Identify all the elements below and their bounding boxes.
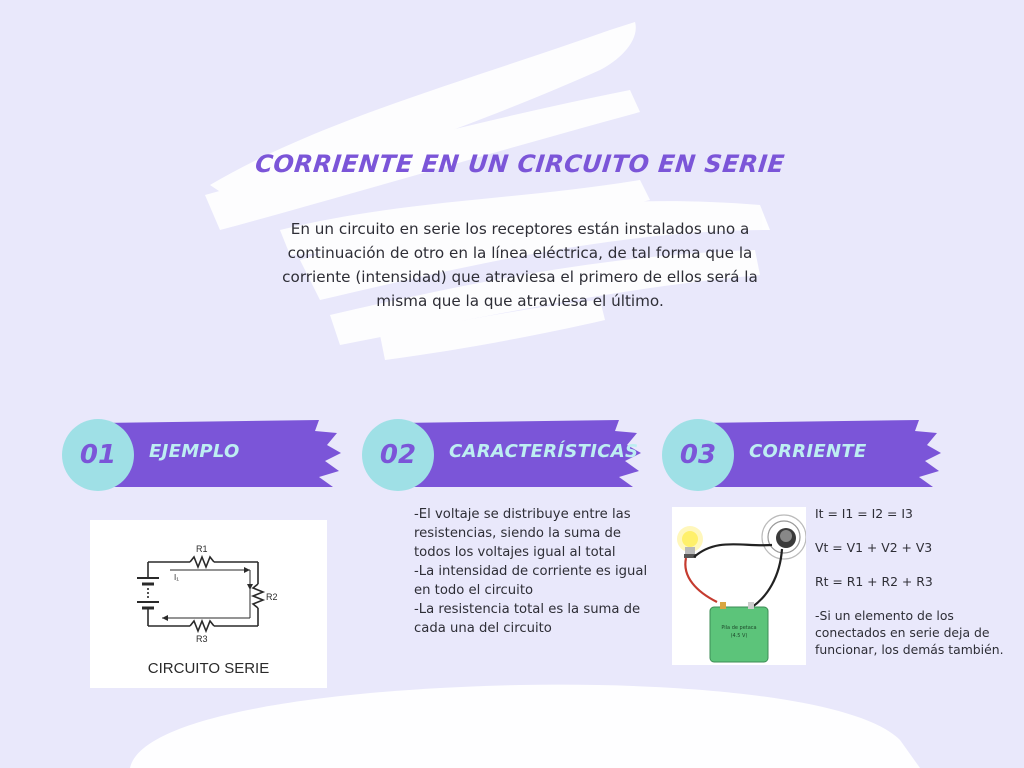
feature-item: -La resistencia total es la suma de cada…	[414, 602, 641, 636]
circuit-caption: CIRCUITO SERIE	[147, 660, 270, 677]
current-formulas: It = I1 = I2 = I3 Vt = V1 + V2 + V3 Rt =…	[815, 505, 1020, 658]
badge-brush-stroke	[397, 420, 641, 487]
badge-brush-stroke	[97, 420, 341, 487]
section-number: 03	[679, 440, 717, 470]
label-r2: R2	[266, 592, 278, 602]
series-circuit-diagram: R1 I₁ R2 R3	[137, 544, 278, 644]
badge-circle	[662, 419, 734, 491]
formula-resistance: Rt = R1 + R2 + R3	[815, 574, 933, 589]
series-circuit-image: R1 I₁ R2 R3 CIRCUITO SERIE	[90, 520, 327, 688]
formula-voltage: Vt = V1 + V2 + V3	[815, 540, 933, 555]
label-r3: R3	[196, 634, 208, 644]
bulb-battery-image: Pila de petaca (4.5 V)	[672, 507, 807, 665]
badge-circle	[362, 419, 434, 491]
section-number: 02	[379, 440, 417, 470]
feature-item: -El voltaje se distribuye entre las resi…	[414, 507, 631, 560]
section-badge-corriente: 03 CORRIENTE	[657, 415, 942, 495]
intro-paragraph: En un circuito en serie los receptores e…	[282, 220, 758, 310]
badge-circle	[62, 419, 134, 491]
section-badge-ejemplo: 01 EJEMPLO	[57, 415, 342, 495]
bulb-battery-illustration: Pila de petaca (4.5 V)	[677, 514, 807, 663]
feature-item: -La intensidad de corriente es igual en …	[414, 564, 648, 598]
section-number: 01	[79, 440, 117, 470]
features-list: -El voltaje se distribuye entre las resi…	[414, 505, 650, 638]
label-r1: R1	[196, 544, 208, 554]
section-label: CORRIENTE	[749, 441, 867, 462]
page-title: CORRIENTE EN UN CIRCUITO EN SERIE	[253, 150, 787, 178]
section-badge-caracteristicas: 02 CARACTERÍSTICAS	[357, 415, 642, 495]
battery-label-line1: Pila de petaca	[721, 625, 756, 631]
label-i1: I₁	[174, 573, 179, 582]
battery-label-line2: (4.5 V)	[731, 633, 748, 639]
series-note: -Si un elemento de los conectados en ser…	[815, 608, 1004, 657]
section-label: EJEMPLO	[149, 441, 240, 462]
badge-brush-stroke	[697, 420, 941, 487]
section-label: CARACTERÍSTICAS	[449, 441, 639, 462]
formula-current: It = I1 = I2 = I3	[815, 506, 913, 521]
